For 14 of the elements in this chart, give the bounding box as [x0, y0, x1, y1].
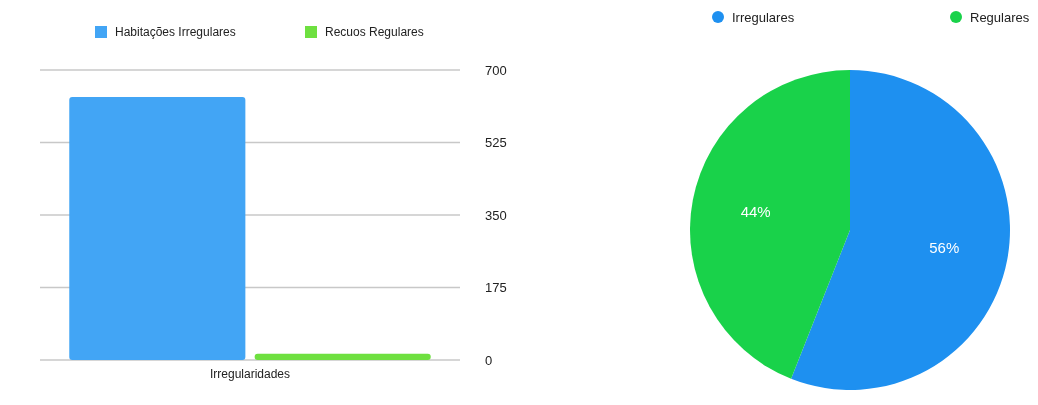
x-tick-label: Irregularidades — [209, 367, 291, 381]
data-label: 56% — [929, 239, 960, 257]
y-tick-label: 175 — [485, 280, 507, 296]
y-tick-label: 700 — [485, 62, 507, 78]
pie-slice — [791, 70, 1010, 390]
y-tick-label: 0 — [485, 352, 493, 368]
legend-label: Regulares — [970, 9, 1030, 25]
legend-label: Irregulares — [732, 9, 795, 25]
legend-label: Habitações Irregulares — [115, 25, 236, 40]
y-tick-label: 525 — [485, 135, 507, 151]
pie-slice — [690, 70, 850, 379]
data-label: 44% — [740, 203, 771, 221]
legend-label: Recuos Regulares — [325, 25, 424, 40]
y-tick-label: 350 — [485, 207, 507, 223]
